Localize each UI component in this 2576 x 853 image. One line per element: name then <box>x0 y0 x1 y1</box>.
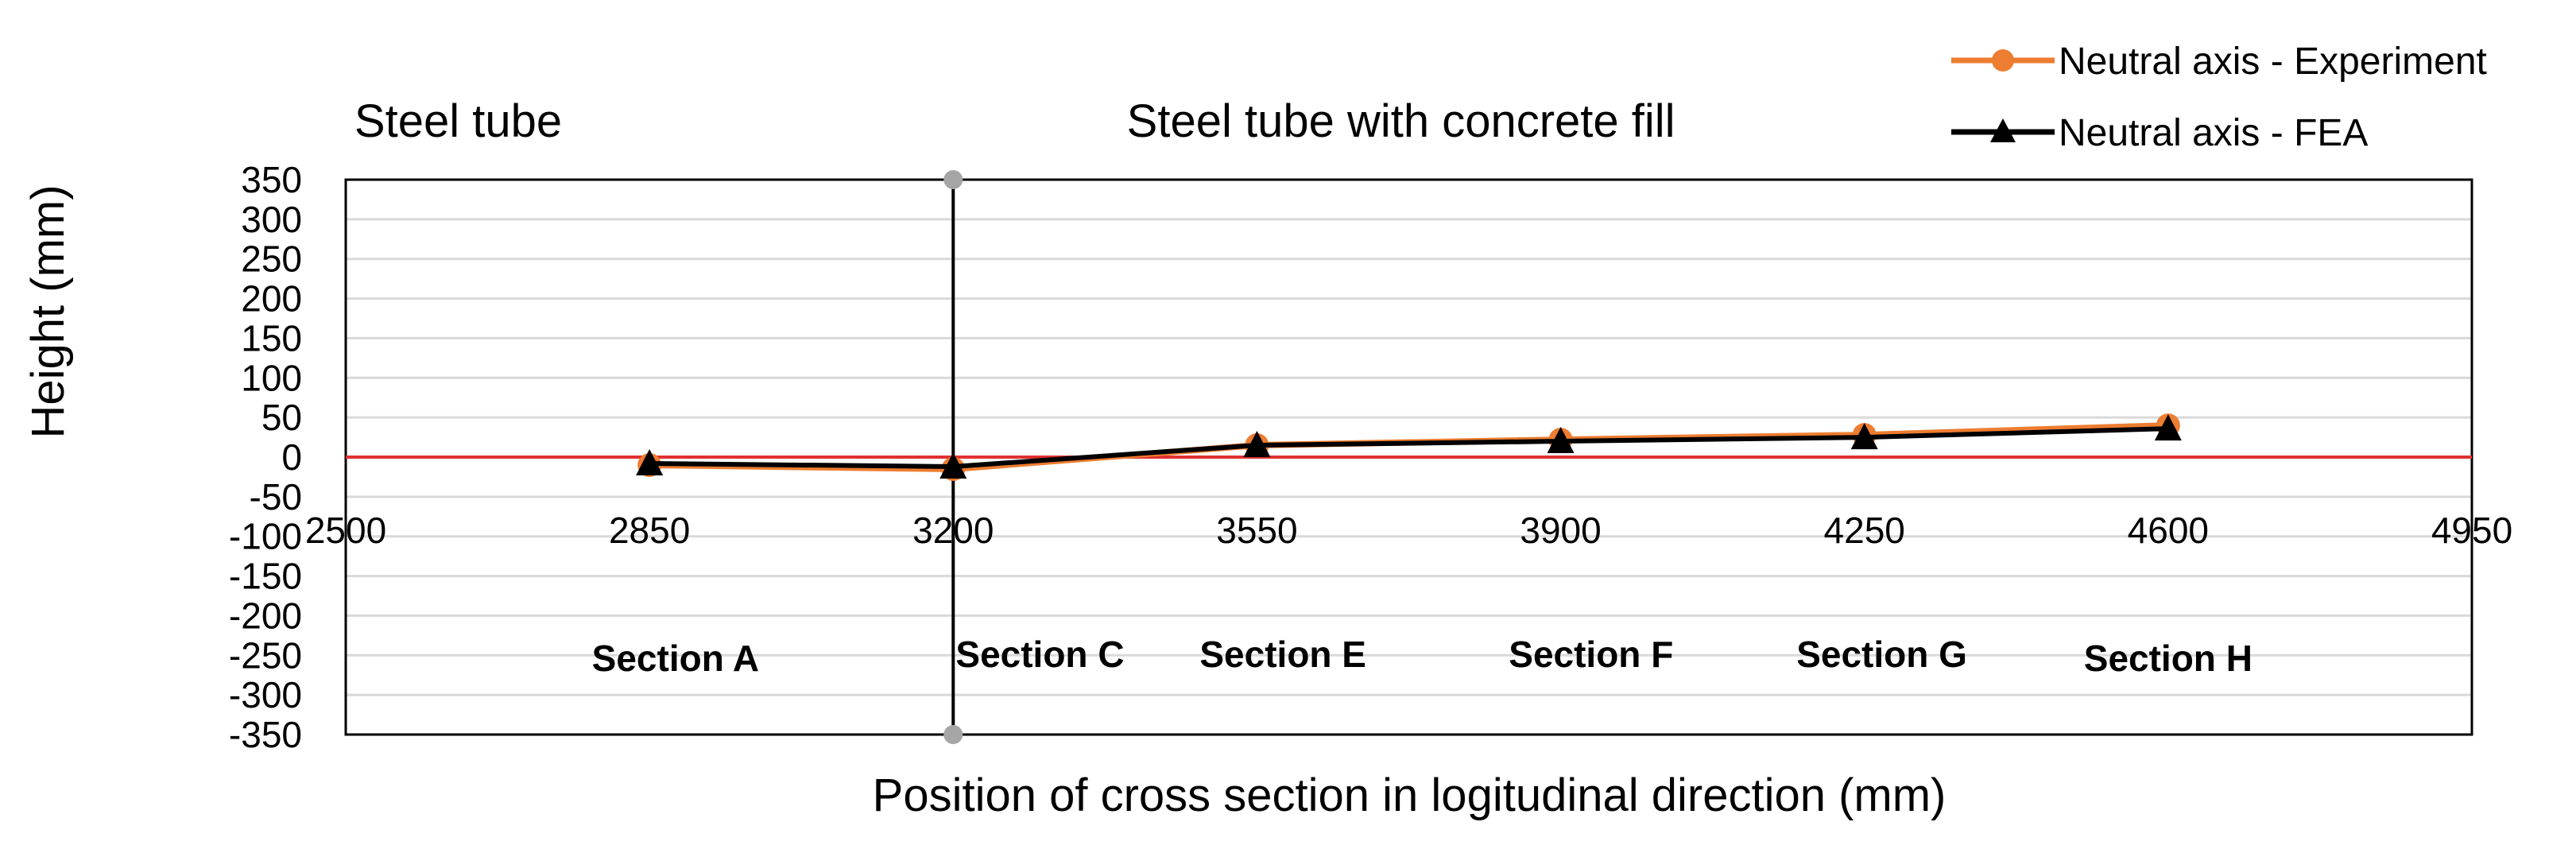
data-point-fea <box>939 452 967 479</box>
x-tick-label: 2850 <box>609 510 690 551</box>
y-tick-label: -250 <box>229 634 302 676</box>
region-label: Steel tube with concrete fill <box>1127 95 1675 147</box>
legend-label: Neutral axis - Experiment <box>2059 41 2487 83</box>
y-tick-label: 300 <box>241 199 302 240</box>
section-label: Section E <box>1199 634 1366 675</box>
divider-top-marker <box>943 170 963 189</box>
series-group <box>636 413 2182 481</box>
y-tick-label: 250 <box>241 238 302 280</box>
region-labels: Steel tube Steel tube with concrete fill <box>354 95 1675 147</box>
legend-label: Neutral axis - FEA <box>2059 112 2368 154</box>
x-axis-title: Position of cross section in logitudinal… <box>873 770 1947 821</box>
x-tick-label: 4950 <box>2431 510 2512 551</box>
section-label: Section F <box>1509 634 1673 675</box>
y-tick-label: -150 <box>229 556 302 597</box>
y-tick-label: -200 <box>229 595 302 636</box>
legend: Neutral axis - Experiment Neutral axis -… <box>1951 41 2487 154</box>
x-tick-label: 3550 <box>1216 510 1297 551</box>
y-tick-label: 50 <box>261 397 302 438</box>
divider-bottom-marker <box>943 725 963 744</box>
y-tick-label: 100 <box>241 357 302 398</box>
x-tick-label: 2500 <box>305 510 386 551</box>
data-point-fea <box>1547 427 1575 454</box>
y-tick-labels: 350300250200150100500-50-100-150-200-250… <box>229 159 302 755</box>
data-point-fea <box>2154 414 2182 441</box>
section-label: Section C <box>955 634 1124 675</box>
legend-item-experiment: Neutral axis - Experiment <box>1951 41 2487 83</box>
x-tick-label: 4600 <box>2128 510 2209 551</box>
y-tick-label: 150 <box>241 317 302 359</box>
data-point-fea <box>636 448 664 475</box>
data-point-fea <box>1243 431 1271 458</box>
section-label: Section A <box>592 638 759 679</box>
y-tick-label: -300 <box>229 674 302 715</box>
legend-swatch-marker <box>1990 118 2016 142</box>
section-labels: Section A Section C Section E Section F Sect… <box>592 634 2253 679</box>
y-tick-label: 350 <box>241 159 302 200</box>
y-tick-label: -350 <box>229 714 302 755</box>
x-tick-labels: 2500 2850 3200 3550 3900 4250 4600 4950 <box>305 510 2512 551</box>
legend-item-fea: Neutral axis - FEA <box>1951 112 2368 154</box>
data-point-fea <box>1850 423 1878 450</box>
y-tick-label: 200 <box>241 278 302 320</box>
series-line <box>649 422 2168 472</box>
x-tick-label: 3200 <box>912 510 994 551</box>
x-tick-label: 4250 <box>1824 510 1905 551</box>
y-tick-label: 0 <box>281 436 302 478</box>
region-label: Steel tube <box>354 95 562 147</box>
y-tick-label: -50 <box>250 476 302 518</box>
legend-swatch-marker <box>1992 49 2014 72</box>
series-line <box>649 426 2168 469</box>
grid <box>346 178 2472 736</box>
section-label: Section G <box>1796 634 1967 675</box>
section-label: Section H <box>2084 638 2253 679</box>
y-axis-title: Height (mm) <box>22 184 74 438</box>
y-tick-label: -100 <box>229 516 302 557</box>
x-tick-label: 3900 <box>1520 510 1601 551</box>
